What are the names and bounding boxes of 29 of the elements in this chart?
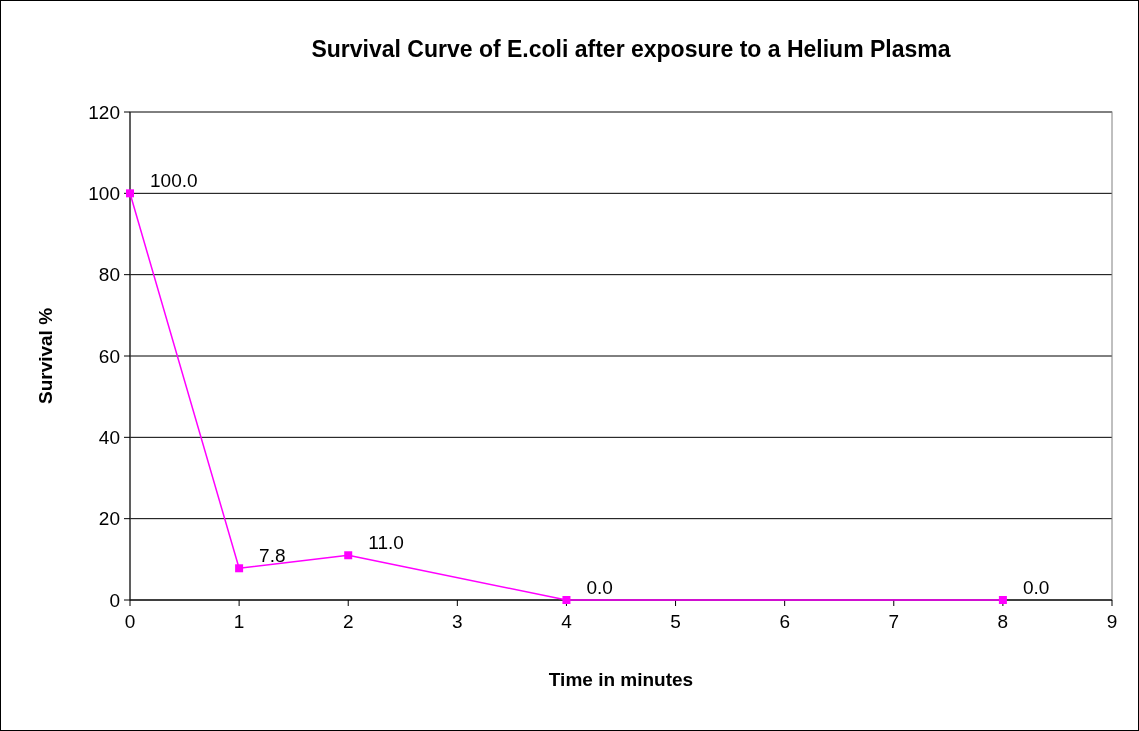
y-tick-label: 40: [98, 426, 120, 448]
y-tick-label: 80: [98, 264, 120, 286]
point: [562, 596, 571, 604]
data-label: 7.8: [259, 545, 286, 567]
y-tick-label: 60: [98, 345, 120, 367]
y-tick-label: 0: [109, 589, 120, 611]
y-tick-label: 120: [88, 101, 120, 123]
data-label: 11.0: [368, 532, 404, 554]
x-tick-label: 4: [561, 611, 573, 632]
x-tick-label: 3: [452, 611, 463, 632]
chart-title: Survival Curve of E.coli after exposure to a Helium Plasma: [311, 36, 951, 62]
y-tick-label: 20: [98, 508, 120, 530]
x-tick-label: 6: [779, 611, 790, 632]
x-tick-label: 5: [670, 611, 681, 632]
x-tick-label: 2: [342, 611, 354, 632]
y-tick-label: 100: [88, 182, 120, 204]
point: [235, 564, 244, 573]
data-label: 0.0: [586, 577, 613, 598]
x-tick-label: 0: [124, 611, 136, 632]
point: [998, 596, 1007, 604]
y-axis-title: Survival %: [35, 307, 56, 405]
x-tick-label: 7: [888, 611, 900, 632]
x-tick-label: 8: [997, 611, 1009, 632]
x-tick-label: 9: [1106, 611, 1118, 632]
data-label: 100.0: [150, 170, 198, 192]
point: [344, 551, 353, 560]
data-label: 0.0: [1022, 577, 1050, 598]
x-tick-label: 1: [233, 611, 245, 632]
x-axis-title: Time in minutes: [548, 669, 694, 690]
